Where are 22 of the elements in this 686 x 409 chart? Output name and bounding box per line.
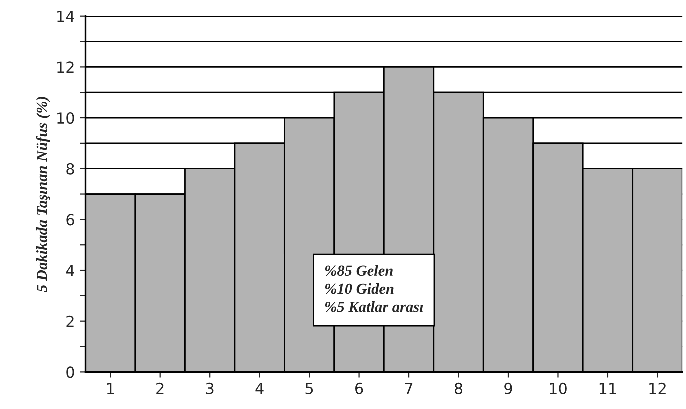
x-tick-label: 12 <box>650 382 666 394</box>
y-tick-label: 10 <box>58 112 74 124</box>
x-tick-label: 4 <box>256 383 264 394</box>
annotation: %85 Gelen %10 Giden %5 Katlar arası <box>325 265 424 312</box>
x-tick-label: 10 <box>550 382 567 394</box>
x-tick-label: 5 <box>306 383 314 394</box>
x-tick-label: 8 <box>454 382 463 394</box>
y-tick-label: 14 <box>58 11 74 22</box>
x-tick-label: 7 <box>405 383 413 394</box>
y-tick-label: 12 <box>58 62 74 73</box>
y-tick-label: 6 <box>66 214 74 226</box>
y-tick-label: 8 <box>66 163 74 175</box>
x-tick-label: 2 <box>156 382 164 394</box>
y-axis-title: 5 Dakikada Taşınan Nüfus (%) <box>36 97 50 292</box>
y-tick-label: 4 <box>66 265 74 276</box>
x-tick-label: 3 <box>206 382 214 394</box>
x-tick-label: 9 <box>504 382 512 394</box>
y-tick-label: 2 <box>66 316 74 328</box>
x-tick-label: 6 <box>356 382 364 394</box>
y-tick-label: 0 <box>66 366 74 378</box>
x-tick-label: 1 <box>107 383 114 394</box>
x-tick-label: 11 <box>600 383 616 394</box>
